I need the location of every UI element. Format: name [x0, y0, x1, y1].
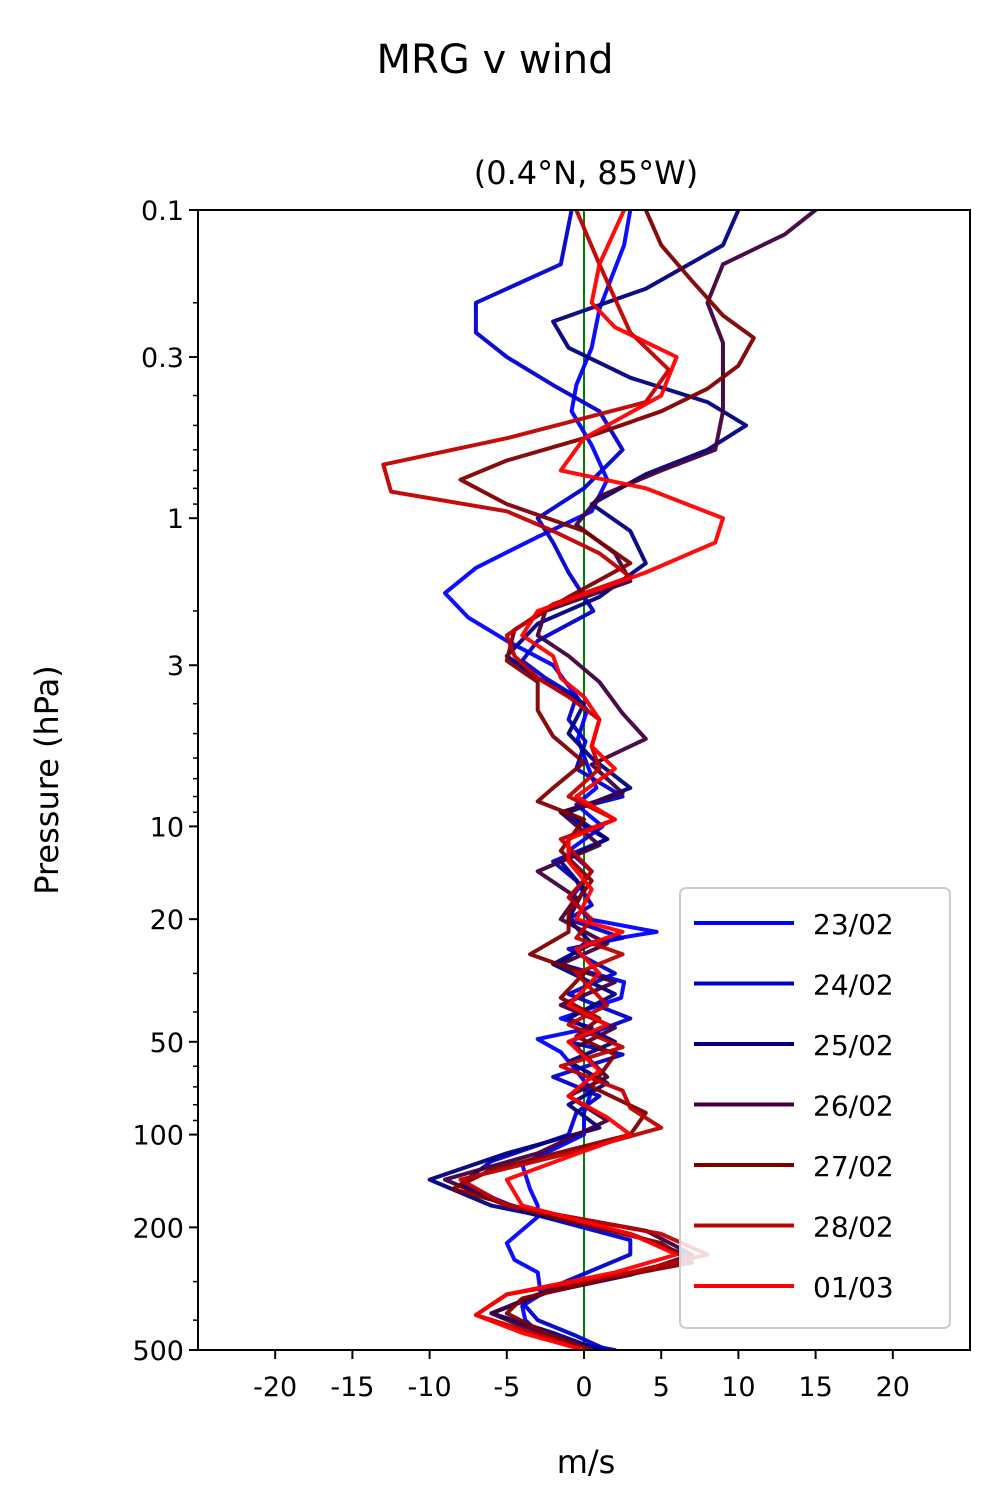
legend-label: 27/02 — [813, 1150, 894, 1183]
x-tick-label: 15 — [798, 1372, 832, 1403]
legend-box — [679, 887, 951, 1329]
series-line-28-02 — [381, 210, 710, 1350]
legend-label: 24/02 — [813, 969, 894, 1002]
x-tick-label: -20 — [253, 1372, 297, 1403]
x-tick-label: 0 — [575, 1372, 592, 1403]
legend-label: 25/02 — [813, 1029, 894, 1062]
y-axis-label: Pressure (hPa) — [28, 665, 66, 895]
x-tick-label: 5 — [653, 1372, 670, 1403]
y-tick-label: 100 — [132, 1121, 184, 1152]
y-tick-label: 10 — [150, 812, 184, 843]
x-tick-label: -5 — [493, 1372, 520, 1403]
y-tick-label: 1 — [167, 504, 184, 535]
y-tick-label: 20 — [150, 905, 184, 936]
figure-suptitle: MRG v wind — [377, 37, 614, 83]
series-line-24-02 — [458, 210, 633, 1350]
legend-label: 26/02 — [813, 1090, 894, 1123]
x-tick-label: 10 — [721, 1372, 755, 1403]
y-tick-label: 3 — [167, 651, 184, 682]
legend-label: 28/02 — [813, 1211, 894, 1244]
y-tick-label: 200 — [132, 1213, 184, 1244]
series-line-01-03 — [473, 210, 725, 1350]
x-axis-ticks: -20 -15 -10 -5 0 5 10 15 20 — [253, 1350, 910, 1403]
y-tick-label: 500 — [132, 1336, 184, 1367]
legend-label: 01/03 — [813, 1271, 894, 1304]
x-tick-label: -15 — [330, 1372, 374, 1403]
x-tick-label: -10 — [408, 1372, 452, 1403]
y-tick-label: 0.1 — [141, 196, 184, 227]
plot-area — [197, 209, 971, 1351]
y-tick-label: 0.3 — [141, 343, 184, 374]
y-tick-label: 50 — [150, 1028, 184, 1059]
series-line-25-02 — [427, 210, 749, 1350]
x-axis-label: m/s — [557, 1443, 616, 1481]
axes-title: (0.4°N, 85°W) — [474, 154, 699, 192]
x-tick-label: 20 — [876, 1372, 910, 1403]
y-axis-ticks: 0.1 0.3 1 3 10 20 50 100 200 500 — [132, 196, 198, 1367]
legend: 23/02 24/02 25/02 26/02 27/02 28/02 01/03 — [679, 887, 951, 1329]
series-line-27-02 — [450, 210, 756, 1350]
legend-label: 23/02 — [813, 908, 894, 941]
